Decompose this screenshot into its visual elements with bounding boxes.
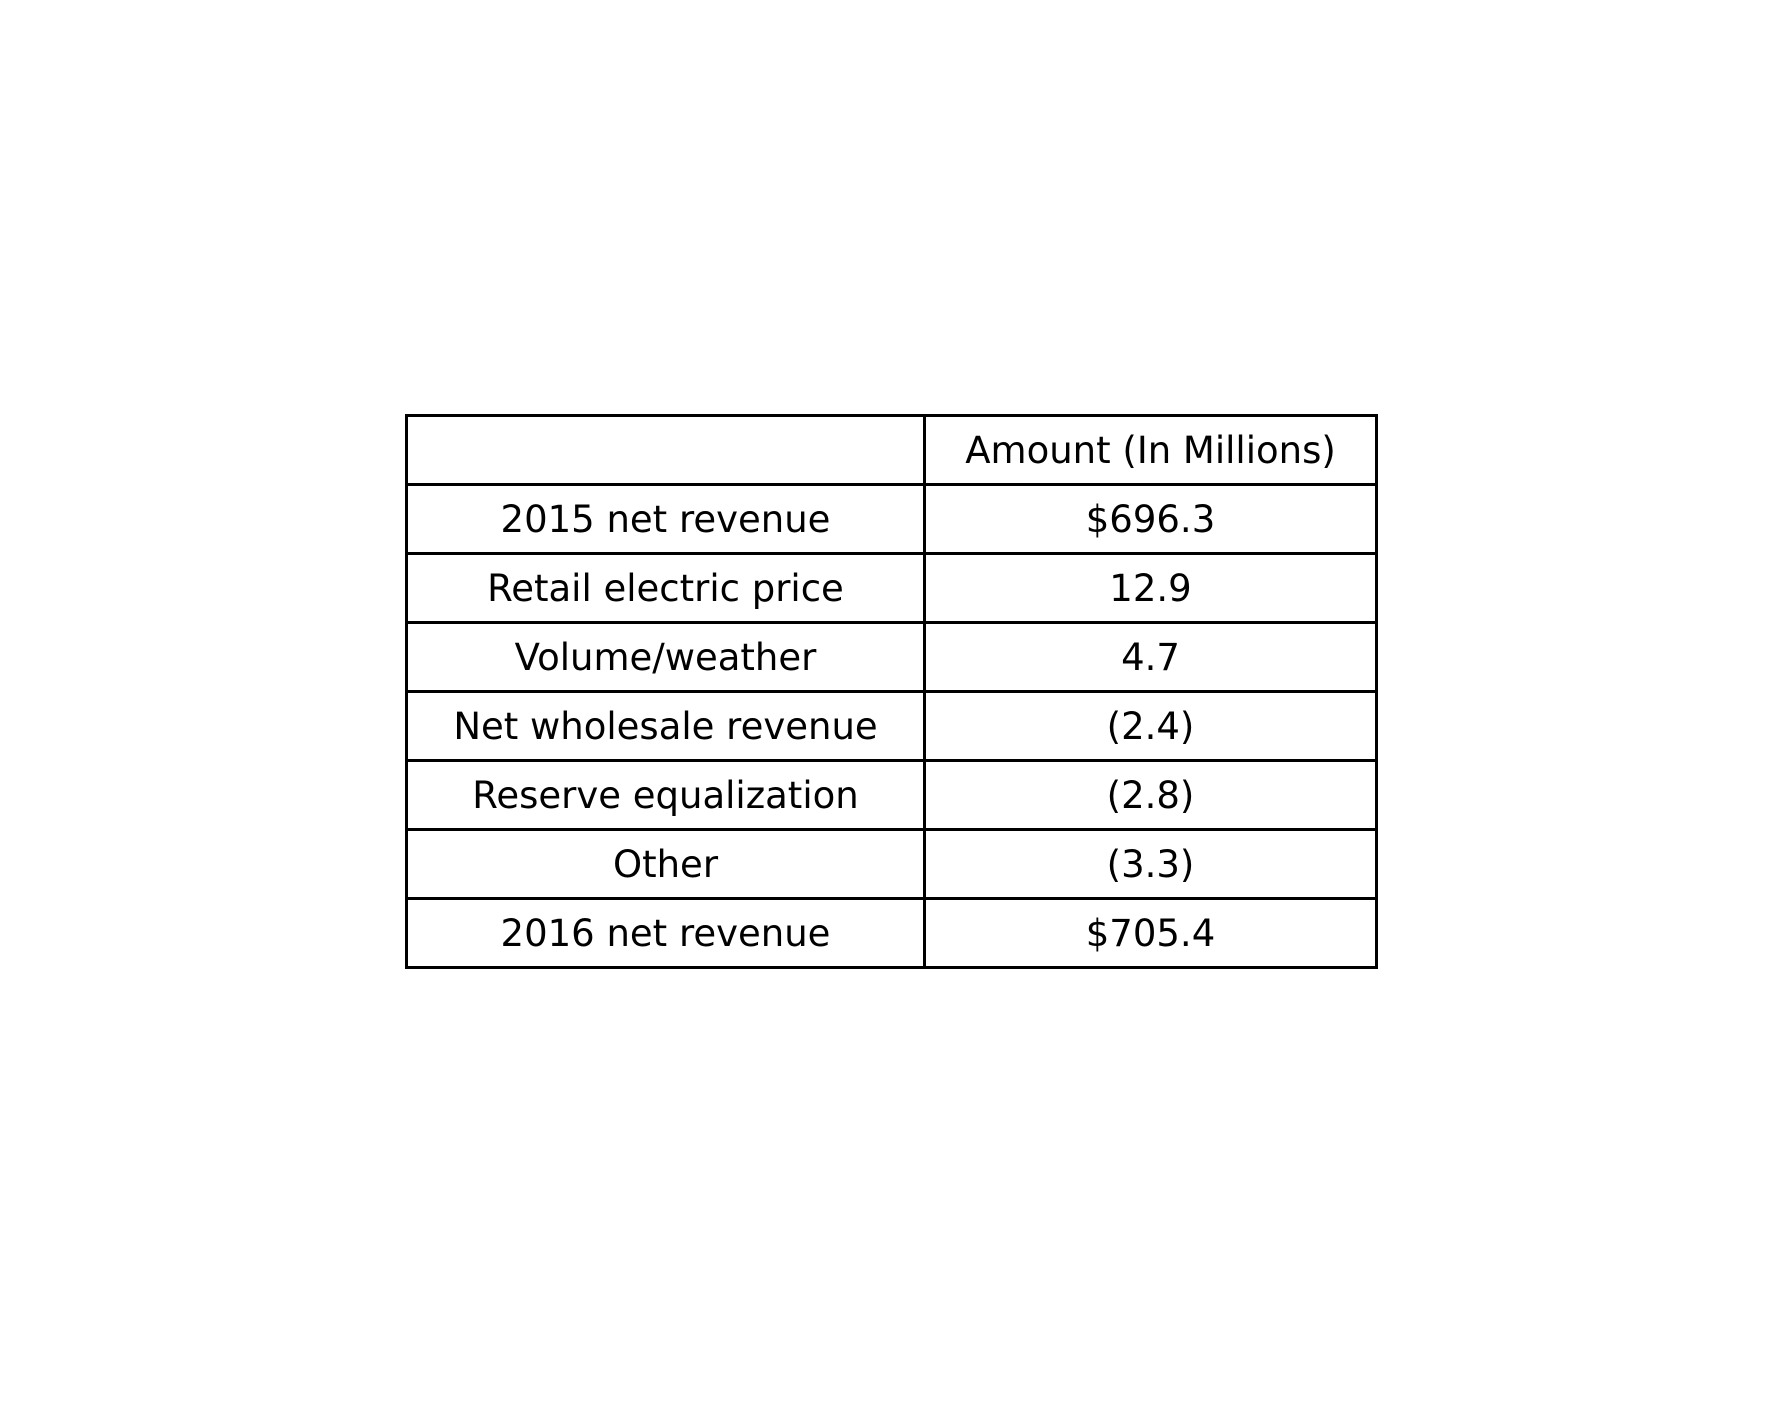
row-label: Other bbox=[405, 828, 926, 900]
table-header-row: Amount (In Millions) bbox=[405, 414, 1378, 486]
header-cell-amount: Amount (In Millions) bbox=[923, 414, 1378, 486]
row-label: Retail electric price bbox=[405, 552, 926, 624]
table-row: Reserve equalization (2.8) bbox=[405, 759, 1378, 831]
row-value: $705.4 bbox=[923, 897, 1378, 969]
row-label: Reserve equalization bbox=[405, 759, 926, 831]
net-revenue-table-container: Amount (In Millions) 2015 net revenue $6… bbox=[405, 414, 1378, 969]
row-value: $696.3 bbox=[923, 483, 1378, 555]
row-label: Net wholesale revenue bbox=[405, 690, 926, 762]
table-row: Retail electric price 12.9 bbox=[405, 552, 1378, 624]
table-row: Net wholesale revenue (2.4) bbox=[405, 690, 1378, 762]
header-cell-label bbox=[405, 414, 926, 486]
row-value: (3.3) bbox=[923, 828, 1378, 900]
table-row: 2016 net revenue $705.4 bbox=[405, 897, 1378, 969]
table-row: 2015 net revenue $696.3 bbox=[405, 483, 1378, 555]
row-label: 2015 net revenue bbox=[405, 483, 926, 555]
row-label: Volume/weather bbox=[405, 621, 926, 693]
row-value: 4.7 bbox=[923, 621, 1378, 693]
table-row: Volume/weather 4.7 bbox=[405, 621, 1378, 693]
table-row: Other (3.3) bbox=[405, 828, 1378, 900]
row-value: (2.4) bbox=[923, 690, 1378, 762]
row-value: (2.8) bbox=[923, 759, 1378, 831]
net-revenue-table: Amount (In Millions) 2015 net revenue $6… bbox=[405, 414, 1378, 969]
row-label: 2016 net revenue bbox=[405, 897, 926, 969]
row-value: 12.9 bbox=[923, 552, 1378, 624]
